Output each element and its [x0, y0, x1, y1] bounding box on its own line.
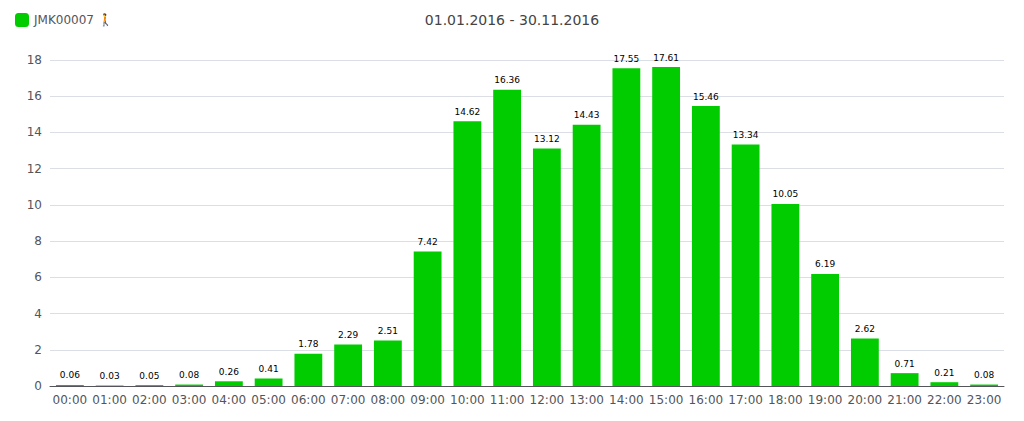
svg-text:0.05: 0.05 [139, 371, 159, 381]
svg-text:8: 8 [34, 234, 42, 248]
svg-text:0.08: 0.08 [179, 370, 199, 380]
svg-text:JMK00007 🚶: JMK00007 🚶 [33, 13, 113, 27]
svg-text:10: 10 [27, 198, 42, 212]
svg-text:16: 16 [27, 89, 42, 103]
svg-text:11:00: 11:00 [490, 393, 525, 407]
svg-text:6: 6 [34, 270, 42, 284]
svg-text:15.46: 15.46 [693, 92, 719, 102]
svg-text:4: 4 [34, 307, 42, 321]
svg-text:0.06: 0.06 [60, 370, 80, 380]
svg-text:2.51: 2.51 [378, 326, 398, 336]
svg-text:19:00: 19:00 [808, 393, 843, 407]
svg-text:20:00: 20:00 [848, 393, 883, 407]
svg-text:22:00: 22:00 [927, 393, 962, 407]
svg-text:13:00: 13:00 [569, 393, 604, 407]
svg-text:12:00: 12:00 [530, 393, 565, 407]
svg-text:06:00: 06:00 [291, 393, 326, 407]
svg-text:0.41: 0.41 [259, 364, 279, 374]
svg-text:14:00: 14:00 [609, 393, 644, 407]
svg-text:17.61: 17.61 [653, 53, 679, 63]
svg-text:2.62: 2.62 [855, 324, 875, 334]
svg-text:04:00: 04:00 [212, 393, 247, 407]
svg-text:23:00: 23:00 [967, 393, 1002, 407]
svg-text:0.08: 0.08 [974, 370, 994, 380]
svg-text:18:00: 18:00 [768, 393, 803, 407]
svg-text:01.01.2016 - 30.11.2016: 01.01.2016 - 30.11.2016 [425, 12, 599, 28]
svg-text:09:00: 09:00 [410, 393, 445, 407]
svg-text:17:00: 17:00 [728, 393, 763, 407]
svg-text:0.71: 0.71 [895, 359, 915, 369]
svg-text:14.43: 14.43 [574, 110, 600, 120]
svg-text:13.12: 13.12 [534, 134, 560, 144]
svg-text:16.36: 16.36 [494, 75, 520, 85]
svg-text:0.21: 0.21 [934, 368, 954, 378]
svg-text:00:00: 00:00 [53, 393, 88, 407]
svg-text:0.26: 0.26 [219, 367, 239, 377]
svg-text:01:00: 01:00 [92, 393, 127, 407]
svg-text:15:00: 15:00 [649, 393, 684, 407]
svg-text:05:00: 05:00 [251, 393, 286, 407]
svg-text:07:00: 07:00 [331, 393, 366, 407]
svg-text:21:00: 21:00 [887, 393, 922, 407]
svg-text:10:00: 10:00 [450, 393, 485, 407]
svg-text:12: 12 [27, 162, 42, 176]
svg-text:16:00: 16:00 [689, 393, 724, 407]
svg-text:17.55: 17.55 [613, 54, 639, 64]
svg-text:0: 0 [34, 379, 42, 393]
svg-text:0.03: 0.03 [100, 371, 120, 381]
svg-text:7.42: 7.42 [418, 237, 438, 247]
svg-text:08:00: 08:00 [371, 393, 406, 407]
svg-text:2: 2 [34, 343, 42, 357]
svg-text:14.62: 14.62 [454, 107, 480, 117]
svg-text:14: 14 [27, 125, 42, 139]
svg-text:02:00: 02:00 [132, 393, 167, 407]
svg-text:03:00: 03:00 [172, 393, 207, 407]
svg-text:2.29: 2.29 [338, 330, 358, 340]
svg-text:6.19: 6.19 [815, 259, 835, 269]
svg-text:18: 18 [27, 53, 42, 67]
svg-text:13.34: 13.34 [733, 130, 759, 140]
svg-text:1.78: 1.78 [298, 339, 318, 349]
svg-text:10.05: 10.05 [772, 189, 798, 199]
